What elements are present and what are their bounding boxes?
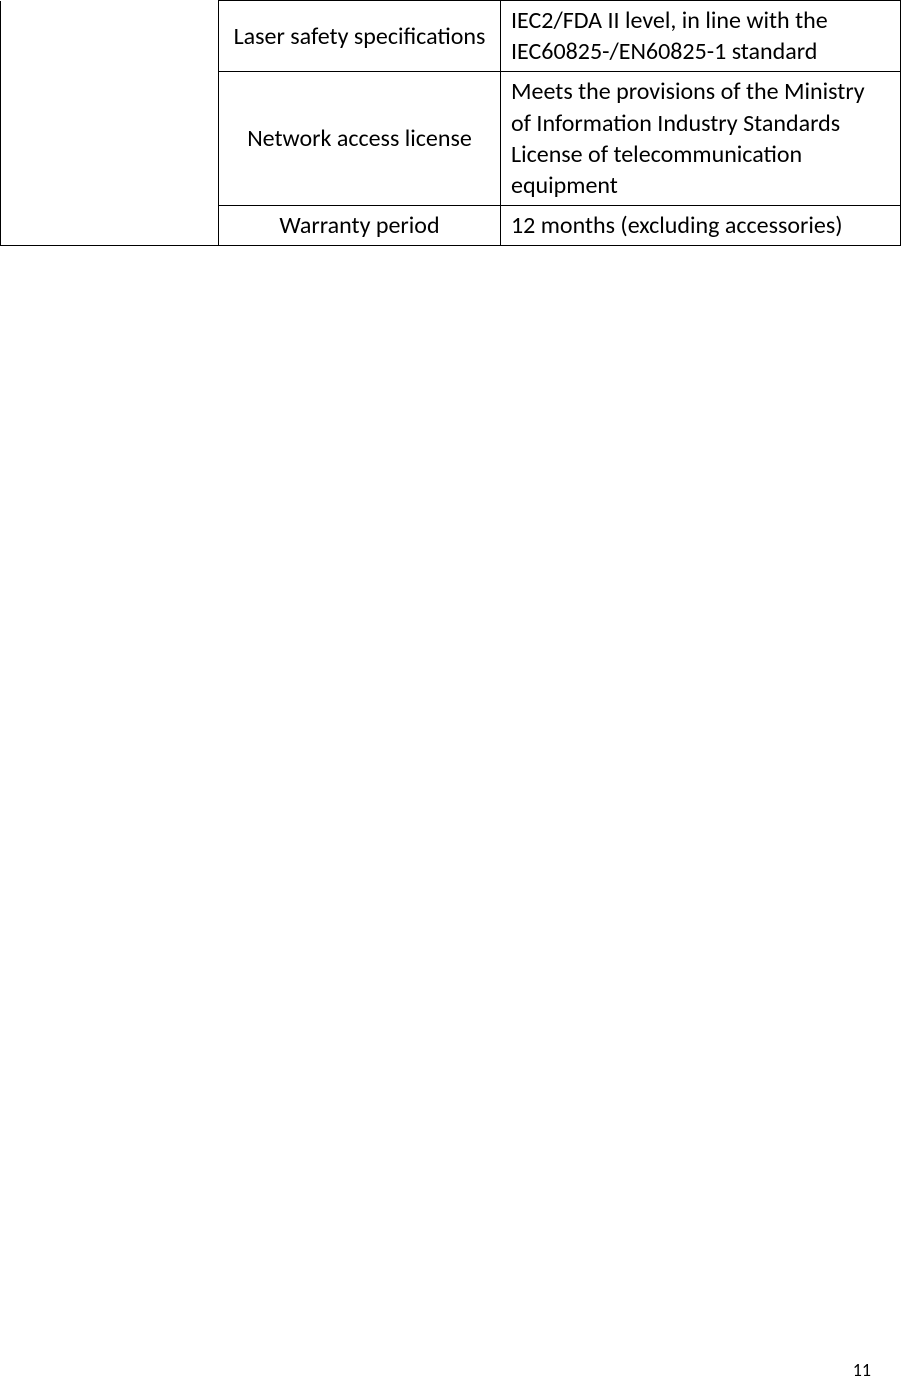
table-label-cell: Warranty period bbox=[219, 206, 501, 246]
table-label-cell: Laser safety specifications bbox=[219, 1, 501, 72]
table-label-cell: Network access license bbox=[219, 72, 501, 206]
table-empty-cell bbox=[1, 1, 219, 246]
page-container: Laser safety specifications IEC2/FDA II … bbox=[0, 0, 901, 1399]
table-value-cell: Meets the provisions of the Ministry of … bbox=[501, 72, 901, 206]
table-row: Laser safety specifications IEC2/FDA II … bbox=[1, 1, 901, 72]
page-number: 11 bbox=[853, 1359, 871, 1381]
specifications-table: Laser safety specifications IEC2/FDA II … bbox=[0, 0, 901, 246]
table-value-cell: 12 months (excluding accessories) bbox=[501, 206, 901, 246]
table-value-cell: IEC2/FDA II level, in line with the IEC6… bbox=[501, 1, 901, 72]
